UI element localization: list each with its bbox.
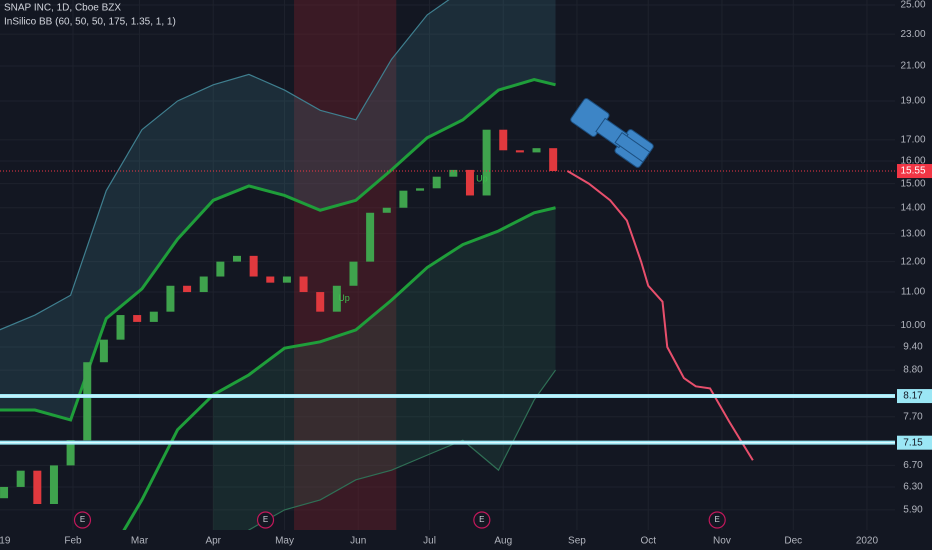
y-tick-label: 5.90 [903, 505, 923, 516]
earnings-label: E [80, 515, 85, 524]
candle-body [282, 276, 291, 283]
candle-body [499, 129, 508, 151]
candle-body [116, 315, 125, 340]
candle-body [316, 292, 325, 312]
x-tick-label: May [275, 536, 294, 547]
price-tag [897, 435, 932, 450]
signal-label: Up [476, 173, 488, 183]
candle-body [49, 465, 58, 504]
candle-body [349, 261, 358, 286]
y-tick-label: 7.70 [903, 411, 923, 422]
chart-title: SNAP INC, 1D, Cboe BZX [4, 3, 121, 14]
band-fill [0, 0, 556, 420]
candle-body [16, 470, 25, 487]
y-tick-label: 17.00 [900, 134, 925, 145]
price-tag-label: 8.17 [903, 391, 923, 402]
y-tick-label: 8.80 [903, 365, 923, 376]
candle-body [83, 362, 92, 441]
price-tag-label: 15.55 [900, 166, 925, 177]
candle-body [532, 148, 541, 153]
indicator-label: InSilico BB (60, 50, 50, 175, 1.35, 1, 1… [4, 17, 176, 28]
signal-label: Up [338, 293, 350, 303]
y-tick-label: 9.40 [903, 342, 923, 353]
x-tick-label: Nov [713, 536, 731, 547]
x-tick-label: Dec [784, 536, 802, 547]
price-tag [897, 164, 932, 179]
y-tick-label: 16.00 [900, 156, 925, 167]
candle-body [366, 212, 375, 262]
x-tick-label: Oct [640, 536, 656, 547]
y-tick-label: 21.00 [900, 61, 925, 72]
x-tick-label: Jun [350, 536, 366, 547]
candle-body [166, 285, 175, 312]
price-tag-label: 7.15 [903, 437, 923, 448]
earnings-label: E [263, 515, 268, 524]
forecast-line [566, 170, 754, 461]
candle-body [249, 255, 258, 277]
candle-body [99, 339, 108, 363]
x-tick-label: Apr [205, 536, 221, 547]
earnings-marker [473, 511, 491, 529]
y-tick-label: 25.00 [900, 0, 925, 11]
y-tick-label: 11.00 [901, 287, 926, 298]
candle-body [399, 190, 408, 208]
earnings-marker [708, 511, 726, 529]
candle-body [66, 440, 75, 466]
x-tick-label: Sep [568, 536, 586, 547]
y-tick-label: 6.30 [903, 482, 923, 493]
y-tick-label: 10.00 [900, 320, 925, 331]
earnings-label: E [715, 515, 720, 524]
candle-body [216, 261, 225, 277]
candle-body [266, 276, 275, 283]
y-tick-label: 6.70 [903, 460, 923, 471]
candle-body [299, 276, 308, 293]
x-tick-label: Jul [423, 536, 436, 547]
x-tick-label: Mar [131, 536, 149, 547]
candle-body [33, 470, 42, 504]
candle-body [432, 176, 441, 189]
x-tick-label: Aug [494, 536, 512, 547]
gavel-icon [570, 98, 654, 168]
y-tick-label: 23.00 [900, 29, 925, 40]
candle-body [549, 148, 558, 172]
earnings-marker [256, 511, 275, 529]
x-tick-label: 2019 [0, 536, 11, 547]
candle-body [233, 255, 242, 262]
y-tick-label: 12.00 [900, 256, 925, 267]
candle-body [183, 285, 192, 293]
band-line [0, 0, 450, 331]
candle-body [0, 486, 9, 499]
x-tick-label: 2020 [856, 536, 879, 547]
candle-body [482, 129, 491, 196]
band-line [0, 77, 556, 422]
y-tick-label: 14.00 [900, 202, 925, 213]
plot-area: Up Up [0, 0, 895, 530]
band-fill [213, 207, 556, 530]
candle-body [465, 169, 474, 196]
candle-body [149, 311, 158, 322]
candle-body [332, 285, 341, 312]
candle-body [449, 169, 458, 177]
earnings-label: E [479, 515, 484, 524]
earnings-marker [73, 511, 92, 529]
y-tick-label: 13.00 [900, 228, 925, 239]
price-tag [897, 389, 932, 404]
candle-body [416, 188, 425, 191]
x-tick-label: Feb [64, 536, 82, 547]
candle-body [199, 276, 208, 293]
candle-body [382, 207, 391, 213]
y-tick-label: 15.00 [900, 178, 925, 189]
y-tick-label: 19.00 [900, 96, 925, 107]
band-line [122, 206, 556, 530]
candle-body [133, 315, 142, 322]
candle-body [515, 150, 524, 153]
